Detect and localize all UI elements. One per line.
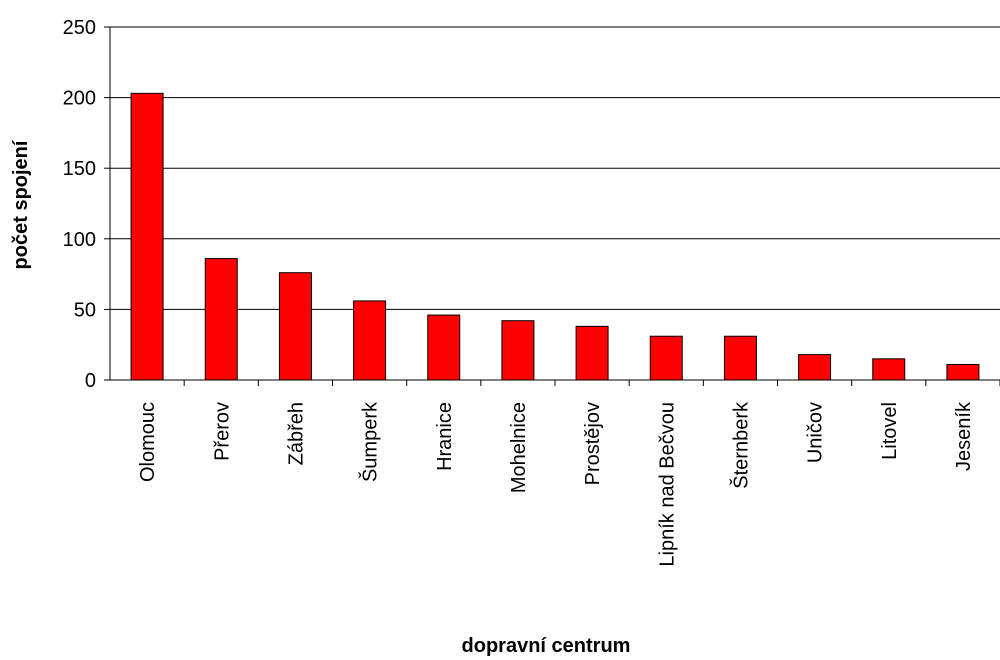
- bar-6: [501, 320, 535, 381]
- bar-4: [353, 300, 387, 381]
- gridlines: [110, 26, 1000, 310]
- category-label: Olomouc: [137, 402, 159, 482]
- bar-12: [946, 363, 980, 381]
- y-tick-label: 250: [63, 17, 96, 39]
- category-label: Hranice: [434, 402, 456, 471]
- y-tick-label: 0: [85, 370, 96, 392]
- category-label: Prostějov: [582, 402, 604, 485]
- y-axis-title: počet spojení: [10, 139, 32, 269]
- category-label: Přerov: [211, 402, 233, 461]
- bar-2: [204, 258, 238, 381]
- category-label: Uničov: [805, 402, 827, 463]
- bar-3: [278, 272, 312, 381]
- y-tick-label: 100: [63, 229, 96, 251]
- category-label: Mohelnice: [508, 402, 530, 493]
- labels: 0 50 100 150 200 250 Olomouc Přerov Zábřeh Šumper…: [63, 17, 975, 567]
- category-label: Lipník nad Bečvou: [656, 402, 678, 567]
- x-axis-title: dopravní centrum: [462, 635, 631, 657]
- bar-8: [649, 335, 683, 381]
- y-tick-label: 200: [63, 88, 96, 110]
- bar-10: [798, 354, 832, 381]
- bar-11: [872, 358, 906, 381]
- category-label: Šternberk: [729, 401, 752, 489]
- category-label: Litovel: [879, 402, 901, 460]
- category-label: Šumperk: [359, 401, 382, 482]
- y-tick-label: 150: [63, 158, 96, 180]
- bar-7: [575, 325, 609, 381]
- bar-1: [130, 92, 164, 381]
- bars: [130, 92, 980, 381]
- axes: [104, 26, 1000, 386]
- category-label: Jeseník: [953, 401, 975, 471]
- bar-9: [723, 335, 757, 381]
- category-label: Zábřeh: [285, 402, 307, 465]
- bar-5: [427, 314, 461, 381]
- y-tick-label: 50: [74, 299, 96, 321]
